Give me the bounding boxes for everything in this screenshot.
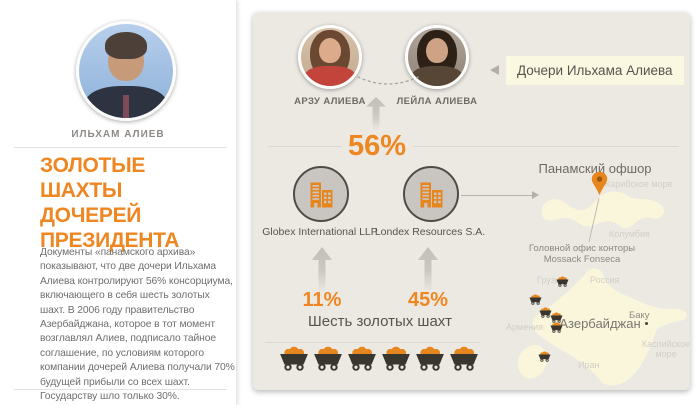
infographic-panel: АРЗУ АЛИЕВА ЛЕЙЛА АЛИЕВА Дочери Ильхама …: [253, 12, 690, 390]
avatar-face: [425, 37, 448, 64]
office-caption-line: Mossack Fonseca: [543, 254, 621, 265]
divider: [268, 146, 342, 147]
mines-caption: Шесть золотых шахт: [308, 313, 452, 330]
mine-marker-icon: [550, 322, 563, 333]
neighbor-label: Россия: [590, 275, 620, 285]
sea-label: Карибское море: [605, 179, 673, 189]
building-icon: [416, 179, 446, 209]
capital-label: Баку: [629, 310, 650, 321]
company-share: 11%: [302, 289, 342, 311]
daughter-name: АРЗУ АЛИЕВА: [294, 96, 366, 107]
panama-map: [541, 191, 665, 229]
panama-title: Панамский офшор: [538, 161, 652, 176]
daughter-leyla-avatar: [405, 25, 469, 89]
daughter-arzu-avatar: [298, 25, 362, 89]
mine-marker-icon: [529, 294, 542, 305]
mine-cart-icon: [347, 346, 377, 371]
company-circle-globex: [293, 166, 349, 222]
consortium-share: 56%: [347, 130, 407, 162]
neighbor-label: Колумбия: [609, 229, 650, 239]
mine-cart-icon: [415, 346, 445, 371]
article-text: Документы «панамского архива» показывают…: [40, 247, 235, 403]
neighbor-label: Грузия: [537, 275, 565, 285]
mine-carts-row: [279, 346, 479, 371]
mine-cart-icon: [381, 346, 411, 371]
location-pin-icon: [591, 171, 608, 196]
country-label: Азербайджан: [559, 316, 641, 331]
divider: [265, 342, 480, 343]
mine-cart-icon: [313, 346, 343, 371]
neighbor-label: Иран: [578, 360, 600, 370]
page-title: ЗОЛОТЫЕ ШАХТЫ ДОЧЕРЕЙ ПРЕЗИДЕНТА: [40, 154, 180, 252]
sea-label: Каспийское море: [641, 339, 691, 359]
office-caption-line: Головной офис конторы: [528, 243, 636, 254]
building-icon: [306, 179, 336, 209]
mine-marker-icon: [556, 276, 569, 287]
arrow-right-icon: [532, 191, 539, 199]
daughters-callout: Дочери Ильхама Алиева: [506, 56, 684, 85]
divider: [14, 389, 227, 390]
office-caption: Головной офис конторы Mossack Fonseca: [520, 243, 644, 265]
avatar-hair: [105, 32, 147, 59]
neighbor-label: Армения: [506, 322, 544, 332]
up-arrow-icon: [312, 247, 332, 293]
divider: [14, 147, 227, 148]
mine-cart-icon: [279, 346, 309, 371]
capital-dot: [645, 322, 648, 325]
mine-marker-icon: [538, 351, 551, 362]
avatar-tie: [123, 95, 129, 118]
pin-connector-line: [588, 198, 600, 242]
connector-line: [461, 195, 533, 196]
up-arrow-icon: [366, 97, 386, 131]
company-share: 45%: [407, 289, 449, 311]
avatar-top: [411, 66, 463, 86]
connection-arc: [357, 76, 419, 85]
mine-cart-icon: [449, 346, 479, 371]
azerbaijan-map: [518, 268, 687, 386]
divider: [413, 146, 679, 147]
avatar-face: [318, 37, 341, 64]
company-name: Globex International LLP: [262, 226, 378, 238]
company-name: Londex Resources S.A.: [374, 226, 486, 238]
company-circle-londex: [403, 166, 459, 222]
avatar-top: [304, 66, 356, 86]
left-panel: ИЛЬХАМ АЛИЕВ ЗОЛОТЫЕ ШАХТЫ ДОЧЕРЕЙ ПРЕЗИ…: [0, 0, 236, 405]
chevron-left-icon: [490, 65, 499, 75]
president-name: ИЛЬХАМ АЛИЕВ: [71, 129, 165, 140]
daughter-name: ЛЕЙЛА АЛИЕВА: [396, 96, 478, 107]
president-avatar: [76, 21, 176, 121]
up-arrow-icon: [418, 247, 438, 293]
